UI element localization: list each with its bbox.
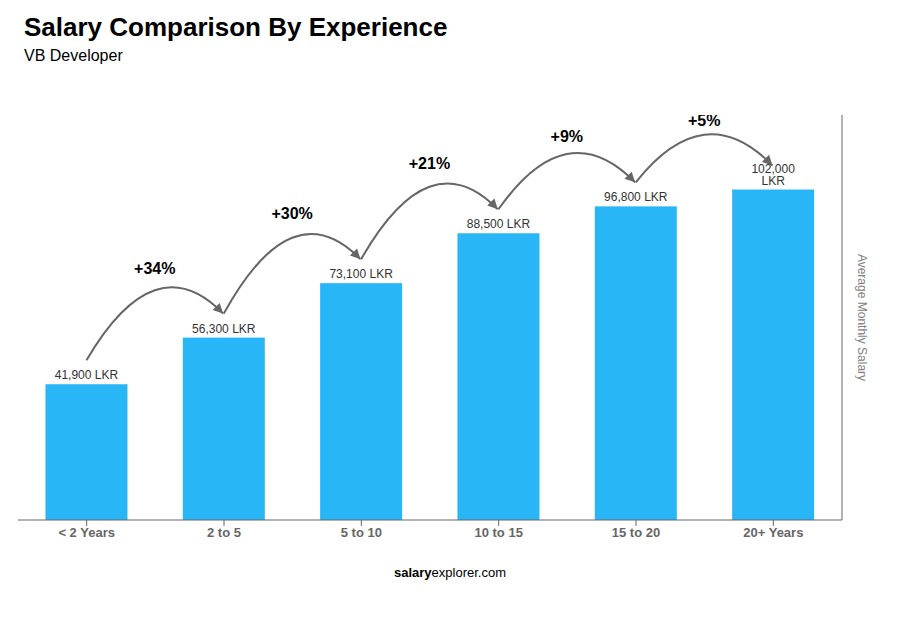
svg-text:56,300 LKR: 56,300 LKR (192, 322, 256, 336)
svg-text:2 to 5: 2 to 5 (207, 525, 241, 540)
svg-text:15 to 20: 15 to 20 (612, 525, 660, 540)
html-text:Salary Comparison By Experienc: Salary Comparison By Experience (24, 12, 448, 42)
svg-text:Average Monthly Salary: Average Monthly Salary (855, 254, 869, 381)
svg-text:20+ Years: 20+ Years (743, 525, 803, 540)
svg-text:+34%: +34% (134, 260, 175, 277)
html-text:VB Developer: VB Developer (24, 47, 123, 64)
svg-text:+21%: +21% (409, 155, 450, 172)
svg-text:5 to 10: 5 to 10 (341, 525, 382, 540)
svg-text:+30%: +30% (271, 205, 312, 222)
svg-text:102,000LKR: 102,000LKR (751, 162, 795, 188)
svg-text:88,500 LKR: 88,500 LKR (467, 217, 531, 231)
svg-text:73,100 LKR: 73,100 LKR (329, 267, 393, 281)
html-text:salary explorer.com: salary explorer.com (394, 565, 506, 580)
svg-text:96,800 LKR: 96,800 LKR (604, 190, 668, 204)
svg-text:< 2 Years: < 2 Years (58, 525, 115, 540)
svg-text:+5%: +5% (688, 115, 720, 129)
svg-text:+9%: +9% (551, 128, 583, 145)
svg-text:41,900 LKR: 41,900 LKR (55, 368, 119, 382)
svg-text:10 to 15: 10 to 15 (474, 525, 522, 540)
